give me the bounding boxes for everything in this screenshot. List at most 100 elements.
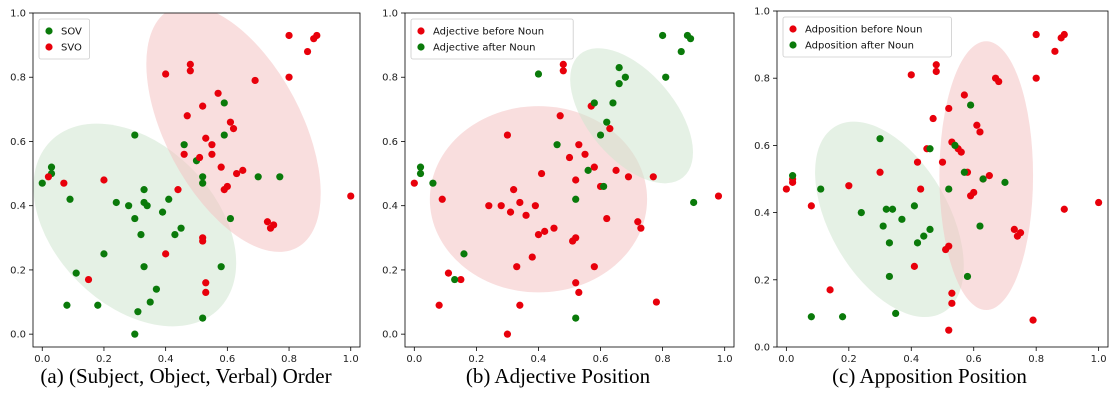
- legend: Adjective before Noun Adjective after Nou…: [410, 18, 574, 60]
- point-sov-15: [140, 263, 148, 271]
- point-adposition-before-noun-13: [932, 67, 940, 76]
- point-adjective-after-noun-22: [686, 35, 695, 43]
- y-tick-label: 0.6: [10, 137, 26, 148]
- point-adposition-after-noun-10: [888, 205, 897, 213]
- x-tick-label: 0.6: [593, 354, 609, 365]
- point-adjective-after-noun-4: [460, 250, 468, 258]
- point-adjective-before-noun-33: [590, 163, 598, 171]
- point-adjective-before-noun-27: [572, 176, 580, 184]
- x-tick-label: 0.0: [406, 354, 422, 365]
- point-adposition-after-noun-25: [1001, 178, 1009, 186]
- x-tick-label: 0.4: [903, 354, 919, 365]
- point-adjective-before-noun-14: [522, 211, 530, 219]
- y-tick-label: 0.4: [754, 208, 770, 219]
- point-svo-6: [174, 186, 182, 194]
- point-adposition-before-noun-17: [945, 242, 953, 250]
- point-adposition-after-noun-14: [913, 239, 922, 247]
- point-adjective-after-noun-16: [615, 63, 623, 72]
- point-adjective-after-noun-7: [572, 314, 580, 322]
- point-adposition-before-noun-29: [976, 128, 984, 136]
- point-svo-34: [303, 47, 312, 56]
- point-sov-20: [152, 285, 160, 293]
- point-sov-7: [100, 250, 108, 258]
- chart-panel-adjective-position: 0.0 0.2 0.4 0.6 0.8 1.0 0.0 0.2 0.4 0.6 0.8 1.0 Adje…: [372, 0, 744, 406]
- point-adjective-before-noun-18: [537, 169, 546, 178]
- point-svo-13: [199, 234, 207, 242]
- point-svo-15: [202, 279, 210, 287]
- point-adposition-after-noun-2: [817, 185, 825, 193]
- point-adposition-before-noun-43: [1095, 198, 1103, 207]
- point-adjective-before-noun-30: [575, 141, 583, 149]
- point-svo-0: [44, 173, 53, 181]
- point-svo-10: [186, 60, 194, 68]
- point-adposition-after-noun-22: [967, 101, 975, 109]
- point-svo-1: [60, 179, 68, 187]
- point-svo-4: [162, 70, 170, 78]
- legend: SOV SVO: [38, 18, 90, 60]
- point-adposition-before-noun-23: [957, 148, 965, 156]
- point-svo-8: [183, 112, 191, 120]
- point-sov-25: [180, 141, 188, 149]
- point-adposition-after-noun-6: [879, 222, 887, 230]
- point-adjective-after-noun-15: [615, 80, 623, 88]
- point-svo-21: [217, 163, 225, 171]
- caption-apposition-position: (c) Apposition Position: [832, 364, 1027, 388]
- point-adposition-before-noun-36: [1016, 229, 1025, 237]
- point-adjective-after-noun-14: [609, 99, 617, 107]
- point-adjective-before-noun-22: [559, 67, 567, 75]
- point-adposition-after-noun-1: [807, 313, 815, 321]
- point-adjective-after-noun-9: [584, 166, 592, 174]
- point-adposition-after-noun-18: [945, 185, 953, 193]
- point-adposition-after-noun-12: [898, 215, 906, 223]
- legend-marker: [789, 41, 797, 49]
- legend-label: SOV: [61, 27, 82, 38]
- point-sov-12: [131, 214, 139, 223]
- axes-frame: [32, 12, 361, 348]
- legend-box: [410, 18, 574, 60]
- point-sov-31: [220, 131, 228, 139]
- x-tick-label: 1.0: [717, 354, 733, 365]
- point-adposition-before-noun-3: [807, 202, 815, 210]
- y-tick-label: 0.8: [382, 73, 398, 84]
- point-sov-34: [254, 173, 262, 181]
- confidence-ellipse-1: [570, 48, 693, 184]
- point-svo-14: [199, 102, 207, 110]
- point-adjective-after-noun-23: [690, 198, 698, 207]
- point-svo-5: [162, 250, 170, 258]
- point-adjective-before-noun-23: [559, 60, 567, 68]
- point-adposition-after-noun-17: [926, 145, 934, 153]
- point-adjective-before-noun-4: [457, 275, 465, 284]
- point-adposition-after-noun-13: [910, 202, 918, 210]
- point-adjective-before-noun-34: [590, 263, 598, 271]
- x-tick-label: 0.2: [96, 354, 112, 365]
- chart-panel-apposition-position: 0.0 0.2 0.4 0.6 0.8 1.0 0.0 0.2 0.4 0.6 0.8 1.0 Adpo…: [744, 0, 1115, 406]
- point-adposition-before-noun-14: [932, 61, 940, 69]
- point-adjective-after-noun-11: [596, 131, 605, 139]
- scatter-chart-adjective-position: 0.0 0.2 0.4 0.6 0.8 1.0 0.0 0.2 0.4 0.6 0.8 1.0 Adje…: [382, 9, 735, 365]
- point-adjective-after-noun-13: [603, 118, 611, 126]
- point-adposition-before-noun-42: [1060, 205, 1068, 213]
- legend-label: Adposition after Noun: [805, 41, 914, 52]
- point-adjective-before-noun-41: [637, 224, 645, 232]
- legend-label: Adjective after Noun: [433, 43, 536, 54]
- point-adjective-before-noun-31: [581, 150, 589, 158]
- y-tick-label: 1.0: [10, 9, 26, 20]
- point-adposition-before-noun-12: [929, 114, 937, 123]
- point-svo-20: [214, 89, 222, 97]
- point-svo-32: [285, 31, 293, 40]
- y-tick-label: 0.8: [10, 73, 26, 84]
- legend-label: Adposition before Noun: [805, 25, 922, 36]
- y-tick-label: 0.4: [382, 201, 398, 212]
- point-adposition-before-noun-39: [1051, 47, 1059, 55]
- point-adposition-after-noun-21: [963, 272, 972, 281]
- point-adjective-after-noun-2: [429, 179, 437, 187]
- point-adjective-after-noun-18: [659, 31, 667, 40]
- point-svo-29: [263, 218, 272, 226]
- point-sov-9: [125, 202, 133, 210]
- x-tick-label: 0.6: [966, 354, 982, 365]
- point-adposition-after-noun-11: [892, 309, 900, 317]
- point-adposition-before-noun-20: [948, 299, 956, 307]
- point-adjective-before-noun-1: [435, 301, 443, 309]
- point-adposition-before-noun-45: [1029, 316, 1037, 324]
- legend-label: Adjective before Noun: [433, 27, 544, 38]
